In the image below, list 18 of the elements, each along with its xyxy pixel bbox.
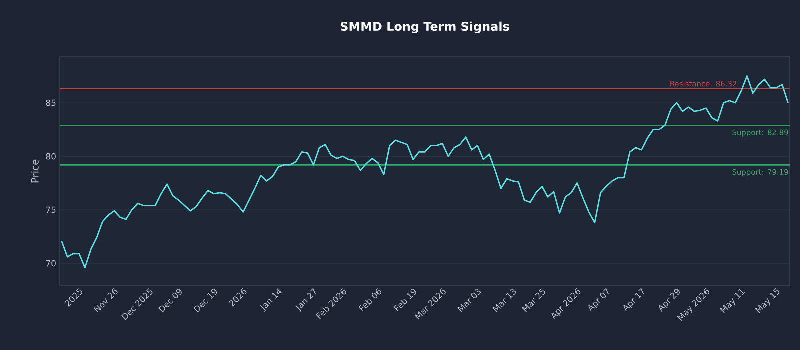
x-tick-label: Apr 29 — [658, 289, 680, 312]
chart-title: SMMD Long Term Signals — [340, 22, 510, 34]
y-tick-label: 80 — [46, 153, 56, 160]
x-tick-label: Mar 25 — [522, 288, 546, 312]
x-tick-label: Mar 03 — [458, 288, 481, 312]
x-tick-label: Dec 09 — [158, 289, 182, 313]
x-tick-label: Apr 17 — [624, 288, 644, 312]
x-tick-label: Feb 19 — [394, 289, 416, 312]
x-tick-label: Feb 06 — [358, 288, 382, 312]
x-tick-label: Jan 14 — [260, 288, 282, 312]
x-tick-label: Apr 07 — [588, 288, 609, 312]
y-tick-label: 75 — [46, 206, 56, 214]
x-tick-label: Mar 13 — [492, 288, 516, 312]
y-tick-label: 85 — [46, 100, 56, 106]
y-axis-title: Price — [31, 160, 39, 183]
y-tick-label: 70 — [46, 260, 56, 267]
x-tick-label: Jan 27 — [296, 288, 316, 312]
x-tick-label: Dec 19 — [194, 289, 218, 313]
